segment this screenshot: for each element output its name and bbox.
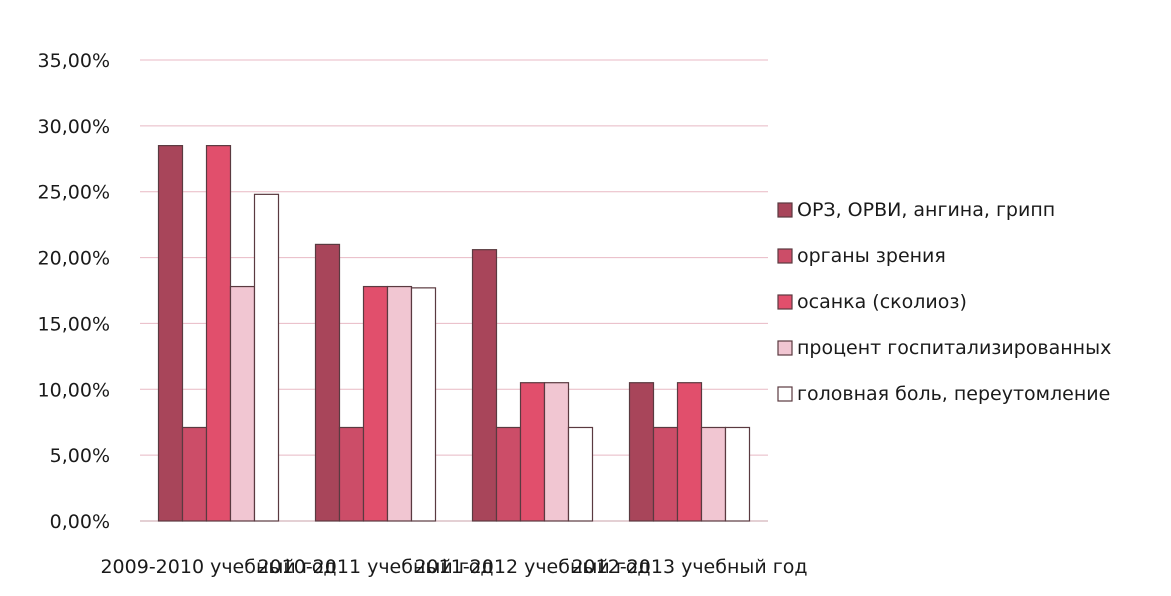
y-tick-label: 0,00% <box>50 511 110 533</box>
bar <box>495 426 522 522</box>
bar <box>471 249 498 522</box>
bar <box>362 285 389 522</box>
y-tick-label: 10,00% <box>38 379 110 401</box>
legend-label: ОРЗ, ОРВИ, ангина, грипп <box>797 199 1055 221</box>
legend-swatch <box>777 202 793 218</box>
y-axis-tick-labels: 0,00% 5,00% 10,00% 15,00% 20,00% 25,00% 30,00%… <box>38 50 110 533</box>
legend: ОРЗ, ОРВИ, ангина, грипп органы зрения оса… <box>777 199 1111 405</box>
legend-swatch <box>777 340 793 356</box>
bar <box>229 285 256 522</box>
bar <box>181 426 208 522</box>
y-tick-label: 25,00% <box>38 182 110 204</box>
bar <box>543 382 570 522</box>
y-tick-label: 35,00% <box>38 50 110 72</box>
bar <box>652 426 679 522</box>
bar <box>724 426 751 522</box>
bars <box>157 145 751 522</box>
y-tick-label: 5,00% <box>50 445 110 467</box>
bar <box>314 243 341 522</box>
bar <box>410 287 437 522</box>
x-tick-label: 2009-2010 учебный год <box>100 556 336 578</box>
x-tick-label: 2010-2011 учебный год <box>257 556 493 578</box>
bar <box>205 145 232 522</box>
bar <box>386 285 413 522</box>
y-tick-label: 30,00% <box>38 116 110 138</box>
legend-swatch <box>777 386 793 402</box>
x-tick-label: 2012-2013 учебный год <box>571 556 807 578</box>
bar <box>628 382 655 522</box>
y-tick-label: 20,00% <box>38 248 110 270</box>
bar <box>700 426 727 522</box>
bar <box>519 382 546 522</box>
x-tick-label: 2011-2012 учебный год <box>414 556 650 578</box>
legend-swatch <box>777 294 793 310</box>
bar <box>567 426 594 522</box>
bar <box>253 193 280 522</box>
legend-label: осанка (сколиоз) <box>797 291 967 313</box>
legend-label: процент госпитализированных <box>797 337 1111 359</box>
legend-label: головная боль, переутомление <box>797 383 1110 405</box>
legend-label: органы зрения <box>797 245 946 267</box>
bar <box>676 382 703 522</box>
legend-swatch <box>777 248 793 264</box>
bar <box>157 145 184 522</box>
bar <box>338 426 365 522</box>
y-tick-label: 15,00% <box>38 313 110 335</box>
